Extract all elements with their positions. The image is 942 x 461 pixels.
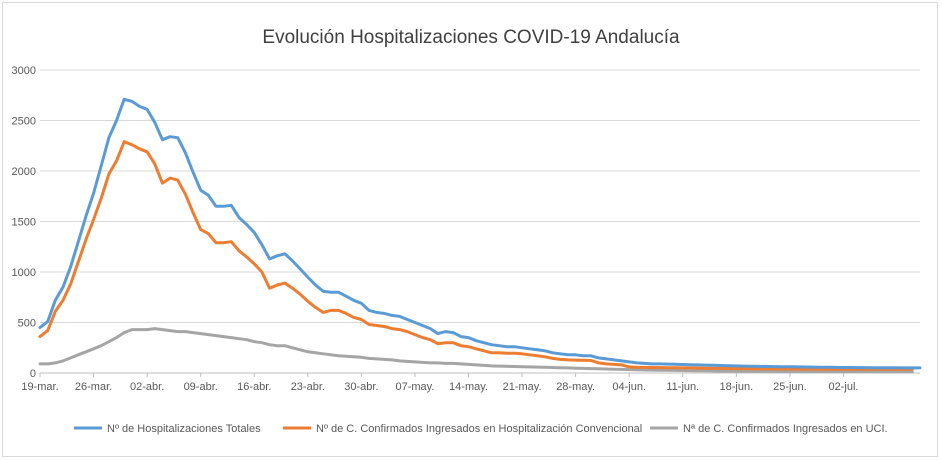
x-tick-label: 02-abr. <box>130 381 164 393</box>
y-tick-label: 2000 <box>12 166 36 178</box>
x-tick-label: 18-jun. <box>720 381 754 393</box>
x-tick-label: 30-abr. <box>344 381 378 393</box>
x-tick-label: 02-jul. <box>828 381 858 393</box>
y-tick-label: 500 <box>18 318 36 330</box>
x-tick-label: 07-may. <box>395 381 434 393</box>
x-tick-label: 28-may. <box>556 381 595 393</box>
series-line-1 <box>38 97 922 370</box>
gridlines <box>40 69 920 374</box>
x-tick-label: 16-abr. <box>237 381 271 393</box>
y-tick-label: 2500 <box>12 116 36 128</box>
legend-label: Nº de Hospitalizaciones Totales <box>107 423 261 435</box>
legend-label: Nª de C. Confirmados Ingresados en UCI. <box>683 423 888 435</box>
x-tick-label: 14-may. <box>449 381 488 393</box>
y-tick-label: 1000 <box>12 267 36 279</box>
series-line-2 <box>38 140 914 371</box>
y-tick-label: 1500 <box>12 217 36 229</box>
x-tick-label: 23-abr. <box>291 381 325 393</box>
x-tick-label: 25-jun. <box>773 381 807 393</box>
series-line-3 <box>38 327 914 374</box>
x-tick-label: 04-jun. <box>612 381 646 393</box>
y-tick-label: 3000 <box>12 65 36 77</box>
y-axis-ticks: 0 500 1000 1500 2000 2500 3000 <box>12 65 36 380</box>
legend: Nº de Hospitalizaciones Totales Nº de C. … <box>74 423 888 435</box>
x-tick-label: 11-jun. <box>666 381 699 393</box>
chart-title: Evolución Hospitalizaciones COVID-19 And… <box>262 27 680 48</box>
legend-label: Nº de C. Confirmados Ingresados en Hospi… <box>316 423 642 435</box>
y-tick-label: 0 <box>30 368 36 380</box>
x-tick-label: 21-may. <box>503 381 542 393</box>
x-tick-label: 26-mar. <box>75 381 112 393</box>
x-tick-label: 19-mar. <box>21 381 58 393</box>
series-lines <box>38 97 922 374</box>
x-tick-label: 09-abr. <box>184 381 218 393</box>
x-axis-ticks: 19-mar. 26-mar. 02-abr. 09-abr. 16-abr. 23-ab… <box>21 373 858 393</box>
